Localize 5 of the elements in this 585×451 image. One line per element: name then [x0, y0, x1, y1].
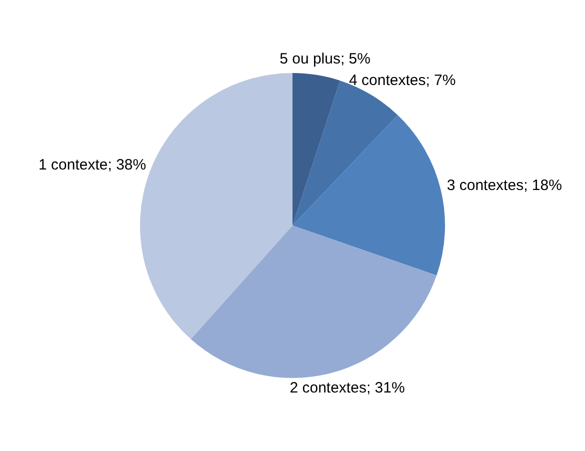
slice-label: 4 contextes; 7% — [348, 72, 456, 90]
slice-label: 1 contexte; 38% — [38, 156, 146, 174]
slice-label: 5 ou plus; 5% — [280, 50, 370, 68]
slice-label: 3 contextes; 18% — [446, 176, 562, 194]
slice-label: 2 contextes; 31% — [290, 380, 405, 397]
